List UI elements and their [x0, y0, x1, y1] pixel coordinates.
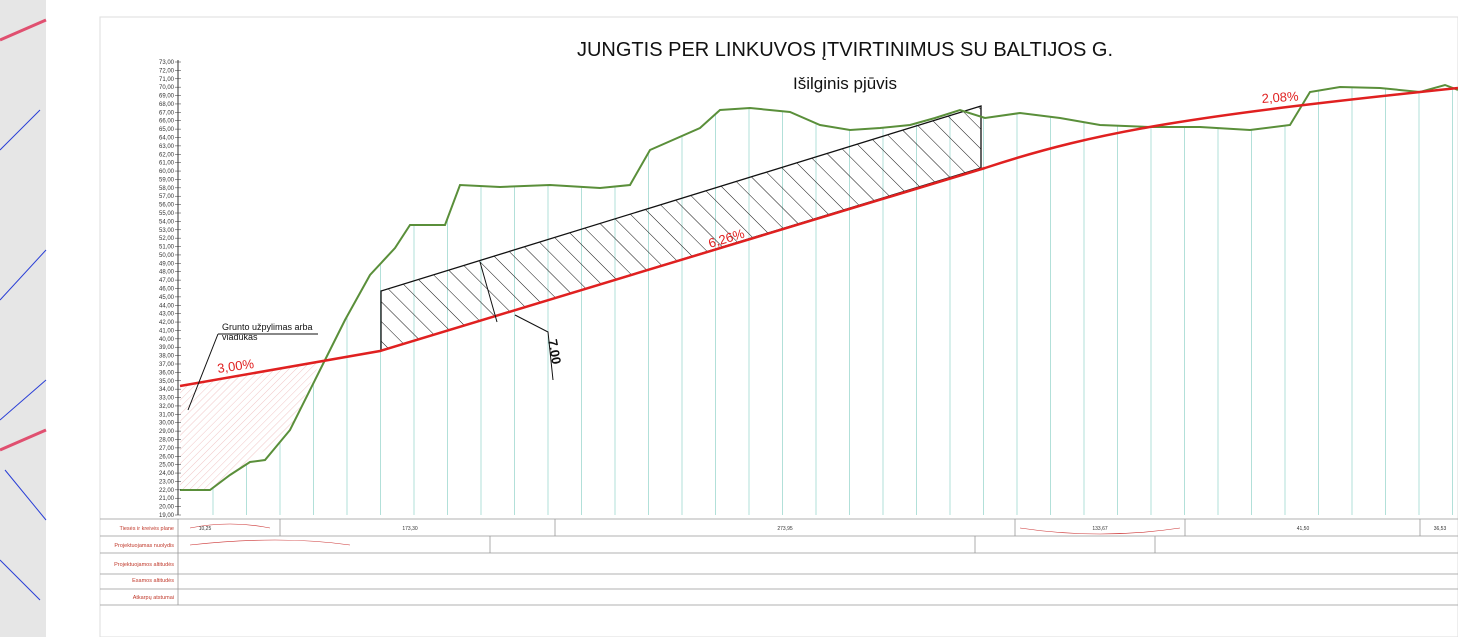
- axis-label: 62,00: [159, 152, 175, 158]
- slope-label: 3,00%: [216, 356, 255, 376]
- plan-length: 273,95: [777, 526, 793, 532]
- row-label: Tiesės ir kreivės plane: [119, 526, 174, 532]
- axis-label: 71,00: [159, 77, 175, 83]
- axis-label: 22,00: [159, 488, 175, 494]
- axis-label: 32,00: [159, 404, 175, 410]
- axis-label: 65,00: [159, 127, 175, 133]
- axis-label: 24,00: [159, 471, 175, 477]
- axis-label: 37,00: [159, 362, 175, 368]
- axis-label: 39,00: [159, 345, 175, 351]
- sheet: [99, 16, 1458, 637]
- axis-label: 40,00: [159, 337, 175, 343]
- design-line: [179, 86, 1458, 388]
- axis-label: 35,00: [159, 379, 175, 385]
- axis-label: 49,00: [159, 261, 175, 267]
- axis-label: 51,00: [159, 245, 175, 251]
- axis-label: 68,00: [159, 102, 175, 108]
- axis-label: 30,00: [159, 421, 175, 427]
- axis-label: 20,00: [159, 505, 175, 511]
- axis-label: 73,00: [159, 60, 175, 66]
- map-red-lines: [0, 18, 47, 452]
- leaders: [187, 261, 554, 411]
- axis-label: 38,00: [159, 354, 175, 360]
- axis-label: 31,00: [159, 412, 175, 418]
- row-label: Projektuojamas nuolydis: [114, 543, 174, 549]
- row-label: Projektuojamos altitudės: [114, 562, 174, 568]
- subtitle: Išilginis pjūvis: [793, 74, 897, 93]
- axis-label: 33,00: [159, 396, 175, 402]
- axis-label: 57,00: [159, 194, 175, 200]
- table-grid: [100, 518, 1458, 606]
- row-label: Atkarpų atstumai: [133, 595, 174, 601]
- map-strip: [0, 0, 46, 637]
- depth-label: 7.00: [545, 338, 564, 366]
- table-curves: [189, 523, 1181, 546]
- axis-label: 46,00: [159, 287, 175, 293]
- axis-label: 72,00: [159, 68, 175, 74]
- axis-label: 29,00: [159, 429, 175, 435]
- note: Grunto užpylimas arba: [222, 322, 313, 332]
- axis-label: 59,00: [159, 177, 175, 183]
- plan-length: 133,67: [1092, 526, 1108, 532]
- axis-label: 56,00: [159, 203, 175, 209]
- axis-label: 61,00: [159, 161, 175, 167]
- axis-label: 28,00: [159, 438, 175, 444]
- axis-label: 52,00: [159, 236, 175, 242]
- axis-label: 60,00: [159, 169, 175, 175]
- fill-zone: [180, 362, 320, 490]
- axis-label: 26,00: [159, 454, 175, 460]
- axis-label: 64,00: [159, 136, 175, 142]
- axis-label: 69,00: [159, 94, 175, 100]
- axis-label: 27,00: [159, 446, 175, 452]
- axis-label: 70,00: [159, 85, 175, 91]
- plan-length: 173,30: [402, 526, 418, 532]
- plan-length: 41,50: [1297, 526, 1310, 532]
- title: JUNGTIS PER LINKUVOS ĮTVIRTINIMUS SU BAL…: [577, 39, 1113, 61]
- axis-label: 34,00: [159, 387, 175, 393]
- ground-line: [180, 83, 1458, 491]
- axis-label: 47,00: [159, 278, 175, 284]
- axis-label: 43,00: [159, 312, 175, 318]
- axis-label: 66,00: [159, 119, 175, 125]
- axis-label: 23,00: [159, 479, 175, 485]
- axis-label: 41,00: [159, 328, 175, 334]
- row-label: Esamos altitudės: [132, 578, 174, 584]
- note: viadukas: [222, 332, 258, 342]
- plan-length: 10,25: [199, 526, 212, 532]
- map-lines: [0, 109, 47, 601]
- axis-label: 19,00: [159, 513, 175, 519]
- axis-label: 45,00: [159, 295, 175, 301]
- axis-label: 50,00: [159, 253, 175, 259]
- axis-label: 48,00: [159, 270, 175, 276]
- axis-label: 42,00: [159, 320, 175, 326]
- axis-label: 44,00: [159, 303, 175, 309]
- axis-label: 55,00: [159, 211, 175, 217]
- axis-label: 63,00: [159, 144, 175, 150]
- plan-length: 36,53: [1434, 526, 1447, 532]
- axis-label: 53,00: [159, 228, 175, 234]
- axis-label: 25,00: [159, 463, 175, 469]
- axis-label: 58,00: [159, 186, 175, 192]
- axis-label: 67,00: [159, 110, 175, 116]
- axis-label: 54,00: [159, 219, 175, 225]
- axis-label: 36,00: [159, 370, 175, 376]
- axis-label: 21,00: [159, 496, 175, 502]
- slope-label: 2,08%: [1261, 88, 1299, 106]
